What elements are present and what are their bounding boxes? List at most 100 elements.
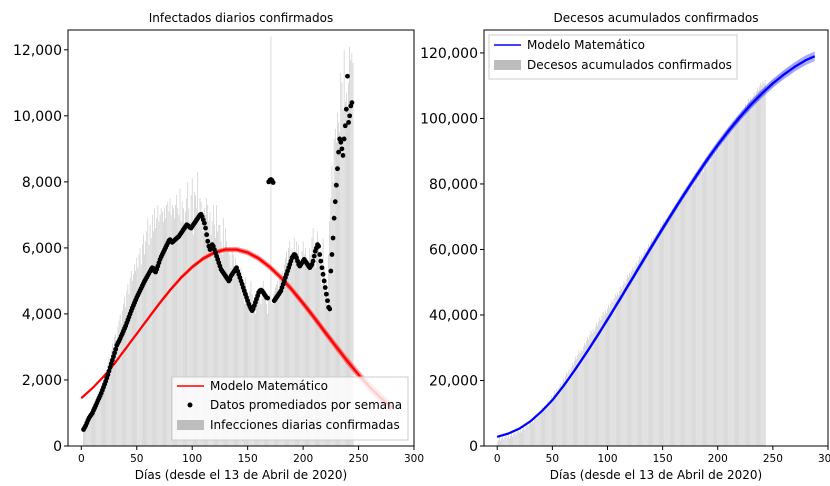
data-point	[111, 354, 116, 359]
bar	[705, 164, 706, 446]
bar	[753, 92, 755, 447]
bar	[300, 267, 302, 446]
y-tick-label: 0	[53, 439, 62, 455]
bar	[200, 201, 202, 446]
bar	[238, 280, 240, 446]
bar	[732, 122, 734, 446]
bar	[584, 342, 585, 446]
bar	[650, 242, 651, 446]
bar	[84, 426, 85, 446]
bar	[533, 422, 534, 446]
bar	[346, 92, 347, 446]
data-point	[340, 153, 346, 158]
x-axis-label: Días (desde el 13 de Abril de 2020)	[135, 468, 347, 481]
bar	[90, 409, 92, 446]
bar	[161, 211, 163, 446]
bar	[702, 169, 703, 446]
bar	[303, 254, 305, 446]
bar	[500, 440, 501, 446]
legend-label: Infecciones diarias confirmadas	[210, 418, 400, 432]
bar	[322, 238, 324, 446]
data-point	[265, 295, 271, 301]
bar	[683, 196, 684, 446]
bar	[275, 287, 276, 446]
bar	[527, 426, 529, 446]
bar	[106, 370, 108, 446]
bar	[234, 267, 235, 446]
bar	[292, 254, 294, 446]
bar	[314, 267, 316, 446]
y-tick-label: 80,000	[429, 177, 478, 193]
bar	[164, 208, 165, 446]
bar	[537, 415, 539, 446]
data-point	[323, 291, 329, 297]
bar	[201, 214, 203, 446]
bar	[241, 287, 243, 446]
bar	[601, 316, 603, 446]
dots-group	[81, 73, 355, 432]
bar	[204, 208, 205, 446]
bar	[625, 278, 627, 446]
bar	[166, 204, 168, 446]
data-point	[330, 235, 336, 241]
bar	[575, 356, 576, 446]
bar	[716, 150, 717, 446]
bar	[259, 287, 261, 446]
bar	[729, 128, 731, 446]
bar	[277, 280, 278, 446]
bar	[604, 310, 606, 446]
bar	[568, 369, 570, 446]
legend-dot-swatch	[187, 402, 193, 408]
bar	[661, 228, 662, 446]
bar	[136, 257, 138, 446]
bar	[635, 261, 637, 446]
legend-frame	[488, 34, 738, 80]
bar	[579, 353, 581, 446]
y-ticks: 0 20,000 40,000 60,000 80,000 100,000 120,000	[420, 46, 484, 455]
legend-bar-swatch	[177, 420, 204, 430]
bar	[260, 304, 262, 446]
bar	[268, 300, 270, 446]
bar	[631, 271, 633, 446]
bar	[698, 175, 700, 446]
bar	[193, 234, 194, 446]
data-point	[335, 166, 340, 172]
bar	[94, 408, 95, 446]
bar	[692, 185, 693, 446]
bar	[288, 247, 289, 446]
bar	[614, 294, 616, 446]
bar	[725, 137, 726, 446]
bar	[509, 438, 510, 446]
bar	[730, 130, 732, 446]
x-tick-label: 50	[130, 453, 143, 465]
bar	[144, 254, 145, 446]
bar	[644, 249, 646, 446]
bar	[653, 236, 655, 446]
bar	[232, 254, 234, 446]
bar	[590, 330, 592, 446]
bar	[582, 347, 584, 446]
bar	[684, 193, 685, 446]
bar	[95, 399, 97, 446]
bar	[609, 307, 610, 446]
data-point	[316, 243, 322, 249]
bar	[556, 389, 558, 446]
bar	[344, 102, 346, 446]
bar	[336, 142, 337, 446]
bar	[525, 426, 527, 446]
x-ticks: 0 50 100 150 200 250 300	[78, 446, 424, 465]
bar	[663, 220, 665, 446]
legend-label: Modelo Matemático	[527, 38, 645, 52]
bar	[177, 208, 179, 446]
bar	[576, 359, 577, 446]
bar	[324, 294, 326, 446]
bar	[548, 403, 550, 446]
x-tick-label: 150	[653, 453, 673, 465]
data-point	[331, 215, 337, 221]
bar	[687, 188, 689, 446]
bar	[279, 277, 281, 446]
bar	[506, 437, 508, 446]
bar	[738, 115, 739, 447]
bar	[140, 264, 142, 446]
